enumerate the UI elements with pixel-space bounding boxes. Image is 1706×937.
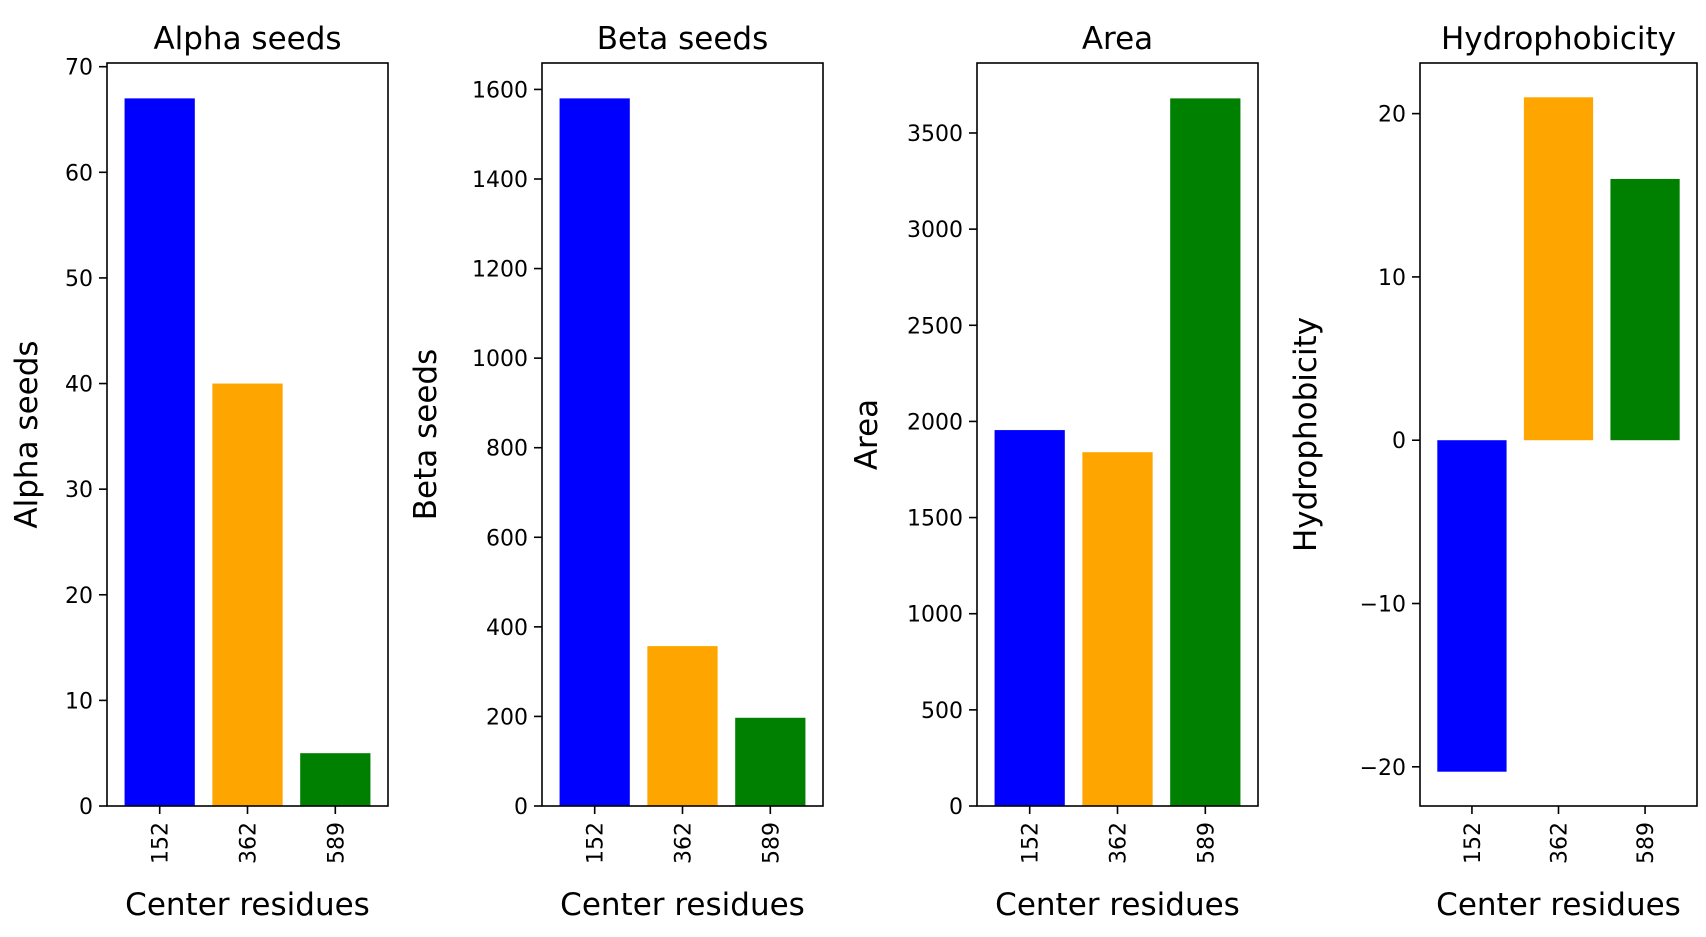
- y-axis-label: Alpha seeds: [9, 340, 45, 528]
- bar-589: [300, 753, 371, 806]
- bar-152: [559, 98, 630, 806]
- y-tick-label: 1000: [472, 347, 528, 372]
- x-tick-label: 152: [584, 822, 609, 864]
- y-tick-label: 1400: [472, 168, 528, 193]
- y-tick-label: 500: [921, 699, 963, 724]
- chart-title: Area: [1082, 21, 1153, 57]
- bar-589: [1610, 178, 1680, 441]
- y-tick-label: 1200: [472, 258, 528, 283]
- y-tick-label: 1600: [472, 78, 528, 103]
- y-tick-label: 0: [514, 795, 528, 820]
- chart-title: Beta seeds: [597, 21, 768, 57]
- y-tick-label: 10: [1378, 266, 1406, 291]
- x-tick-label: 152: [1461, 822, 1486, 864]
- x-tick-label: 152: [149, 822, 174, 864]
- y-tick-label: 60: [65, 161, 93, 186]
- bar-152: [1437, 440, 1507, 772]
- x-tick-label: 589: [1634, 822, 1659, 864]
- bar-589: [735, 717, 806, 806]
- y-tick-label: 1000: [907, 603, 963, 628]
- y-tick-label: 200: [486, 705, 528, 730]
- chart-panel-2: 0 500 1000 1500 2000 2500 3000 3500 152 362 589 Are…: [849, 21, 1259, 923]
- x-tick-label: 589: [1194, 822, 1219, 864]
- y-tick-label: 20: [65, 584, 93, 609]
- chart-panel-3: −20 −10 0 10 20 152 362 589 Hydrophobicity Center…: [1288, 21, 1698, 923]
- y-tick-label: 70: [65, 56, 93, 81]
- y-tick-label: 2500: [907, 314, 963, 339]
- y-tick-label: 600: [486, 526, 528, 551]
- y-axis-label: Beta seeds: [408, 349, 444, 520]
- y-axis-label: Hydrophobicity: [1288, 317, 1324, 552]
- bar-362: [1523, 97, 1594, 441]
- y-tick-label: 1500: [907, 507, 963, 532]
- chart-title: Alpha seeds: [153, 21, 341, 57]
- x-tick-label: 362: [1548, 822, 1573, 864]
- y-tick-label: 800: [486, 437, 528, 462]
- y-axis-label: Area: [849, 399, 885, 470]
- y-tick-label: 10: [65, 689, 93, 714]
- y-tick-label: 0: [1392, 429, 1406, 454]
- y-tick-label: 3000: [907, 218, 963, 243]
- y-tick-label: 0: [79, 795, 93, 820]
- bar-362: [647, 646, 718, 806]
- y-tick-label: 50: [65, 267, 93, 292]
- bar-589: [1170, 98, 1241, 806]
- x-tick-label: 152: [1019, 822, 1044, 864]
- y-tick-label: 30: [65, 478, 93, 503]
- y-tick-label: −10: [1360, 593, 1406, 618]
- x-tick-label: 362: [237, 822, 262, 864]
- x-axis-label: Center residues: [125, 887, 370, 923]
- y-tick-label: 2000: [907, 410, 963, 435]
- y-tick-label: −20: [1360, 756, 1406, 781]
- y-tick-label: 3500: [907, 122, 963, 147]
- bar-152: [124, 98, 195, 806]
- bar-362: [212, 383, 283, 806]
- bar-152: [994, 430, 1065, 806]
- y-tick-label: 0: [949, 795, 963, 820]
- y-tick-label: 20: [1378, 103, 1406, 128]
- y-tick-label: 40: [65, 373, 93, 398]
- x-tick-label: 362: [1107, 822, 1132, 864]
- y-tick-label: 400: [486, 616, 528, 641]
- x-axis-label: Center residues: [560, 887, 805, 923]
- bar-362: [1082, 452, 1153, 806]
- x-axis-label: Center residues: [995, 887, 1240, 923]
- chart-panel-0: 0 10 20 30 40 50 60 70 152 362 589 Alpha seeds Cente…: [9, 21, 389, 923]
- chart-panel-1: 0 200 400 600 800 1000 1200 1400 1600 152 362 589 Be…: [408, 21, 824, 923]
- x-tick-label: 589: [759, 822, 784, 864]
- x-tick-label: 362: [672, 822, 697, 864]
- x-tick-label: 589: [324, 822, 349, 864]
- x-axis-label: Center residues: [1436, 887, 1681, 923]
- chart-title: Hydrophobicity: [1441, 21, 1676, 57]
